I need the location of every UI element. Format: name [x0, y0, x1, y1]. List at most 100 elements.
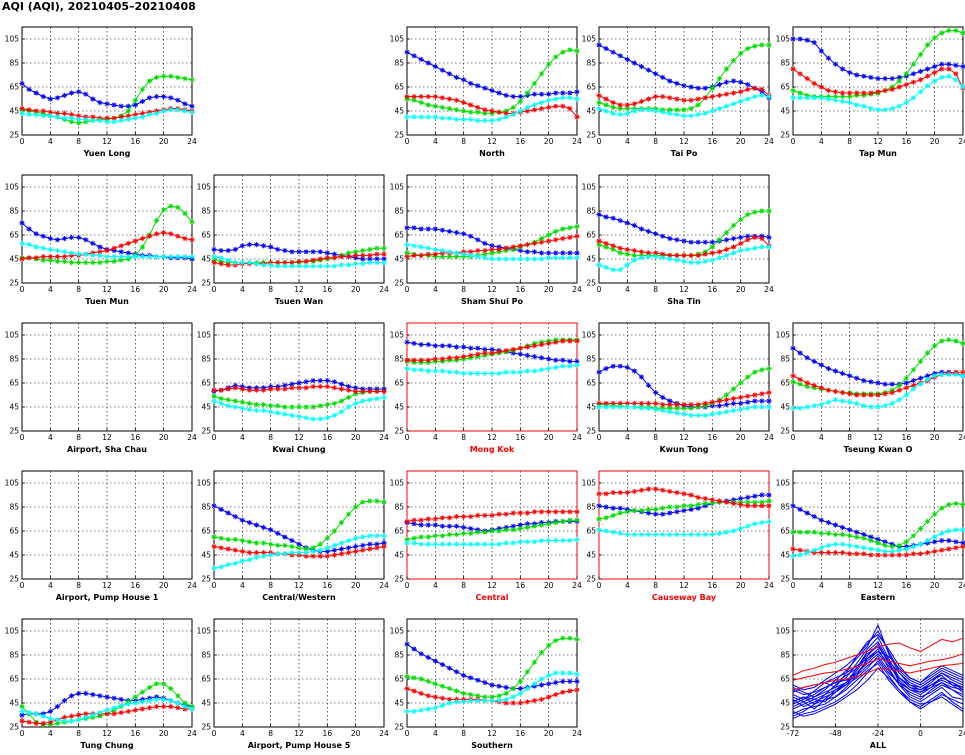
x-tick-label: 8 [76, 137, 81, 146]
data-point-marker [381, 544, 387, 550]
data-point-marker [232, 547, 238, 553]
x-tick-label: 8 [76, 729, 81, 738]
data-point-marker [482, 512, 488, 518]
data-point-marker [695, 85, 701, 91]
x-tick-label: 12 [102, 729, 112, 738]
data-point-marker [660, 109, 666, 115]
data-point-marker [695, 252, 701, 258]
data-point-marker [574, 250, 580, 256]
data-point-marker [903, 100, 909, 106]
data-point-marker [175, 97, 181, 103]
x-tick-label: 0 [212, 285, 217, 294]
x-tick-label: 8 [653, 581, 658, 590]
x-tick-label: 24 [379, 285, 389, 294]
data-point-marker [645, 405, 652, 411]
data-point-marker [461, 108, 467, 114]
data-point-marker [847, 94, 853, 100]
data-point-marker [468, 698, 474, 704]
data-point-marker [310, 553, 316, 559]
data-point-marker [681, 402, 687, 408]
data-point-marker [524, 104, 531, 110]
data-point-marker [567, 635, 573, 641]
data-point-marker [275, 403, 281, 409]
data-point-marker [175, 693, 181, 699]
data-point-marker [453, 355, 460, 361]
data-point-marker [804, 95, 810, 101]
y-tick-label: 65 [9, 527, 19, 536]
data-point-marker [175, 204, 181, 210]
data-point-marker [910, 79, 917, 85]
data-point-marker [674, 405, 680, 411]
y-tick-label: 25 [394, 131, 404, 140]
data-point-marker [745, 405, 751, 411]
data-point-marker [510, 256, 516, 262]
data-point-marker [854, 534, 860, 540]
data-point-marker [404, 366, 410, 372]
data-point-marker [617, 102, 623, 108]
y-tick-label: 25 [201, 279, 211, 288]
data-point-marker [446, 343, 453, 349]
data-point-marker [446, 369, 453, 375]
data-point-marker [61, 92, 68, 98]
data-point-marker [482, 350, 488, 356]
data-point-marker [303, 550, 309, 556]
data-point-marker [61, 254, 68, 260]
x-tick-label: 12 [294, 285, 304, 294]
data-point-marker [804, 510, 810, 516]
data-point-marker [104, 248, 110, 254]
data-point-marker [461, 354, 467, 360]
x-tick-label: 8 [461, 433, 466, 442]
x-tick-label: 8 [847, 433, 852, 442]
data-point-marker [889, 390, 895, 396]
data-point-marker [111, 245, 117, 251]
data-point-marker [645, 486, 652, 492]
data-point-marker [446, 96, 453, 102]
x-tick-label: 16 [323, 729, 333, 738]
data-point-marker [139, 98, 146, 104]
data-point-marker [766, 404, 772, 410]
data-point-marker [218, 387, 224, 393]
data-point-marker [54, 95, 61, 101]
x-tick-label: 8 [847, 137, 852, 146]
data-point-marker [932, 511, 938, 517]
data-point-marker [695, 102, 701, 108]
data-point-marker [68, 112, 75, 118]
data-point-marker [19, 256, 25, 262]
data-point-marker [854, 551, 860, 557]
data-point-marker [453, 532, 460, 538]
data-point-marker [917, 381, 924, 387]
y-tick-label: 105 [5, 183, 20, 192]
data-point-marker [182, 704, 188, 710]
data-point-marker [617, 505, 623, 511]
data-point-marker [282, 382, 288, 388]
data-point-marker [317, 541, 323, 547]
data-point-marker [232, 260, 238, 266]
data-point-marker [517, 526, 523, 532]
all-series-line-blue [792, 653, 964, 705]
y-tick-label: 65 [394, 231, 404, 240]
data-point-marker [889, 106, 895, 112]
data-point-marker [97, 710, 103, 716]
data-point-marker [790, 379, 796, 385]
data-point-marker [546, 681, 552, 687]
data-point-marker [674, 237, 680, 243]
data-point-marker [104, 694, 110, 700]
data-point-marker [546, 340, 552, 346]
y-tick-label: 65 [394, 527, 404, 536]
data-point-marker [567, 358, 573, 364]
data-point-marker [482, 698, 488, 704]
data-point-marker [296, 414, 302, 420]
data-point-marker [253, 242, 260, 248]
data-point-marker [482, 118, 488, 124]
data-point-marker [560, 250, 566, 256]
data-point-marker [482, 240, 488, 246]
data-point-marker [161, 704, 167, 710]
data-point-marker [404, 339, 410, 345]
data-point-marker [910, 544, 917, 550]
x-tick-label: 24 [572, 729, 582, 738]
data-point-marker [168, 231, 174, 237]
data-point-marker [211, 534, 217, 540]
data-point-marker [496, 349, 502, 355]
data-point-marker [182, 108, 188, 114]
x-tick-label: 24 [572, 285, 582, 294]
